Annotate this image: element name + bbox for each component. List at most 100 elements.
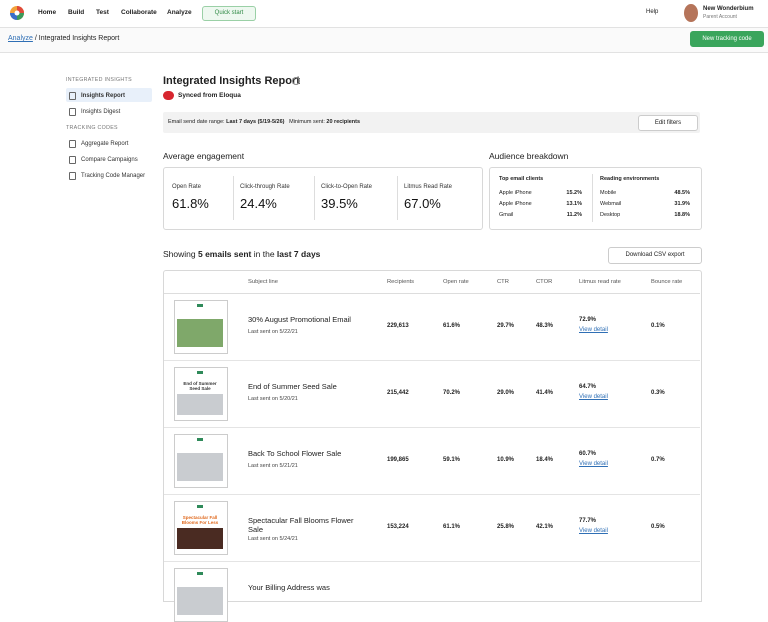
view-detail[interactable]: View detail: [579, 461, 608, 467]
metric-value: 61.8%: [172, 196, 209, 211]
cell-open: 61.6%: [443, 323, 461, 329]
cell-litmus: 64.7%: [579, 384, 597, 390]
nav-item[interactable]: Test: [96, 9, 109, 16]
breakdown-value: 15.2%: [566, 190, 582, 196]
nav-item[interactable]: Home: [38, 9, 57, 16]
sidebar-icon: [69, 140, 76, 148]
thumb-image: [177, 528, 223, 549]
sidebar-item[interactable]: Insights Report: [81, 93, 126, 99]
cell-open: 70.2%: [443, 390, 461, 396]
count: 5 emails sent: [197, 249, 252, 259]
cell-recipients: 153,224: [387, 524, 409, 530]
column-header[interactable]: Open rate: [443, 279, 469, 285]
breakdown-label: Gmail: [499, 212, 514, 218]
sidebar-item[interactable]: Aggregate Report: [81, 141, 129, 147]
divider: [592, 174, 593, 222]
text: Showing: [163, 249, 196, 259]
sidebar-icon: [69, 108, 76, 116]
cell-ctor: 18.4%: [536, 457, 554, 463]
breakdown-value: 48.5%: [674, 190, 690, 196]
showing-summary: Showing 5 emails sent in the last 7 days: [163, 249, 320, 259]
thumb-image: [177, 394, 223, 415]
breakdown-value: 13.1%: [566, 201, 582, 207]
sidebar-icon: [69, 92, 76, 100]
thumb-logo: [197, 371, 203, 374]
sidebar-item[interactable]: Insights Digest: [81, 109, 121, 115]
sidebar-item[interactable]: Tracking Code Manager: [81, 173, 146, 179]
view-detail[interactable]: View detail: [579, 394, 608, 400]
edit-filters[interactable]: Edit filters: [638, 115, 698, 131]
column-header[interactable]: CTOR: [536, 279, 553, 285]
report-title: Integrated Insights Report: [163, 75, 300, 87]
thumb-logo: [197, 572, 203, 575]
cell-ctor: 41.4%: [536, 390, 554, 396]
metric-label: Open Rate: [172, 184, 202, 190]
metric-label: Click-through Rate: [240, 184, 290, 190]
cell-bounce: 0.1%: [651, 323, 665, 329]
column-header[interactable]: CTR: [497, 279, 509, 285]
nav-item[interactable]: Collaborate: [121, 9, 157, 16]
thumb-image: [177, 587, 223, 615]
thumb-image: [177, 319, 223, 347]
column-header[interactable]: Recipients: [387, 279, 415, 285]
logo: [10, 6, 24, 20]
info-icon[interactable]: [292, 77, 300, 85]
sidebar-heading: INTEGRATED INSIGHTS: [66, 77, 132, 83]
breadcrumb-current: Integrated Insights Report: [38, 35, 120, 42]
cell-bounce: 0.7%: [651, 457, 665, 463]
column-header[interactable]: Bounce rate: [651, 279, 683, 285]
breakdown-value: 18.8%: [674, 212, 690, 218]
download-csv[interactable]: Download CSV export: [608, 247, 702, 264]
row-rule: [164, 561, 700, 562]
breakdown-label: Mobile: [600, 190, 617, 196]
nav-item[interactable]: Analyze: [167, 9, 192, 16]
header-rule: [164, 293, 700, 294]
divider: [314, 176, 315, 220]
thumb-logo: [197, 438, 203, 441]
subject: 30% August Promotional Email: [248, 315, 351, 324]
breakdown-label: Apple iPhone: [499, 190, 532, 196]
help[interactable]: Help: [646, 9, 659, 15]
breakdown-label: Webmail: [600, 201, 622, 207]
avatar: [684, 4, 698, 22]
last-sent: Last sent on 5/22/21: [248, 329, 298, 335]
cell-litmus: 72.9%: [579, 317, 597, 323]
text: in the: [253, 249, 275, 259]
cell-ctor: 42.1%: [536, 524, 554, 530]
breadcrumb-link[interactable]: Analyze: [8, 35, 33, 42]
nav-item[interactable]: Build: [68, 9, 85, 16]
metric-value: 24.4%: [240, 196, 277, 211]
cell-ctr: 29.7%: [497, 323, 515, 329]
new-tracking-code[interactable]: New tracking code: [690, 31, 764, 47]
last-sent: Last sent on 5/21/21: [248, 463, 298, 469]
quick-start[interactable]: Quick start: [202, 6, 256, 21]
eloqua-icon: [163, 91, 174, 100]
thumb-caption: Spectacular Fall Blooms For Less: [181, 515, 219, 525]
sidebar-heading: TRACKING CODES: [66, 125, 118, 131]
row-rule: [164, 494, 700, 495]
top-nav: [0, 0, 768, 28]
sub-heading: Reading environments: [600, 176, 660, 182]
filter-value: 20 recipients: [326, 119, 361, 125]
thumb-caption: End of Summer Seed Sale: [183, 381, 217, 391]
row-rule: [164, 427, 700, 428]
divider: [233, 176, 234, 220]
sidebar-item[interactable]: Compare Campaigns: [81, 157, 138, 163]
engagement-card: [163, 167, 483, 230]
metric-label: Litmus Read Rate: [404, 184, 453, 190]
view-detail[interactable]: View detail: [579, 528, 608, 534]
cell-open: 61.1%: [443, 524, 461, 530]
filter-bar: [163, 112, 700, 133]
section-heading: Audience breakdown: [489, 151, 569, 161]
period: last 7 days: [276, 249, 321, 259]
column-header[interactable]: Litmus read rate: [579, 279, 621, 285]
metric-value: 67.0%: [404, 196, 441, 211]
breakdown-label: Apple iPhone: [499, 201, 532, 207]
last-sent: Last sent on 5/24/21: [248, 536, 298, 542]
section-heading: Average engagement: [163, 151, 245, 161]
cell-litmus: 77.7%: [579, 518, 597, 524]
cell-ctor: 48.3%: [536, 323, 554, 329]
cell-open: 59.1%: [443, 457, 461, 463]
view-detail[interactable]: View detail: [579, 327, 608, 333]
